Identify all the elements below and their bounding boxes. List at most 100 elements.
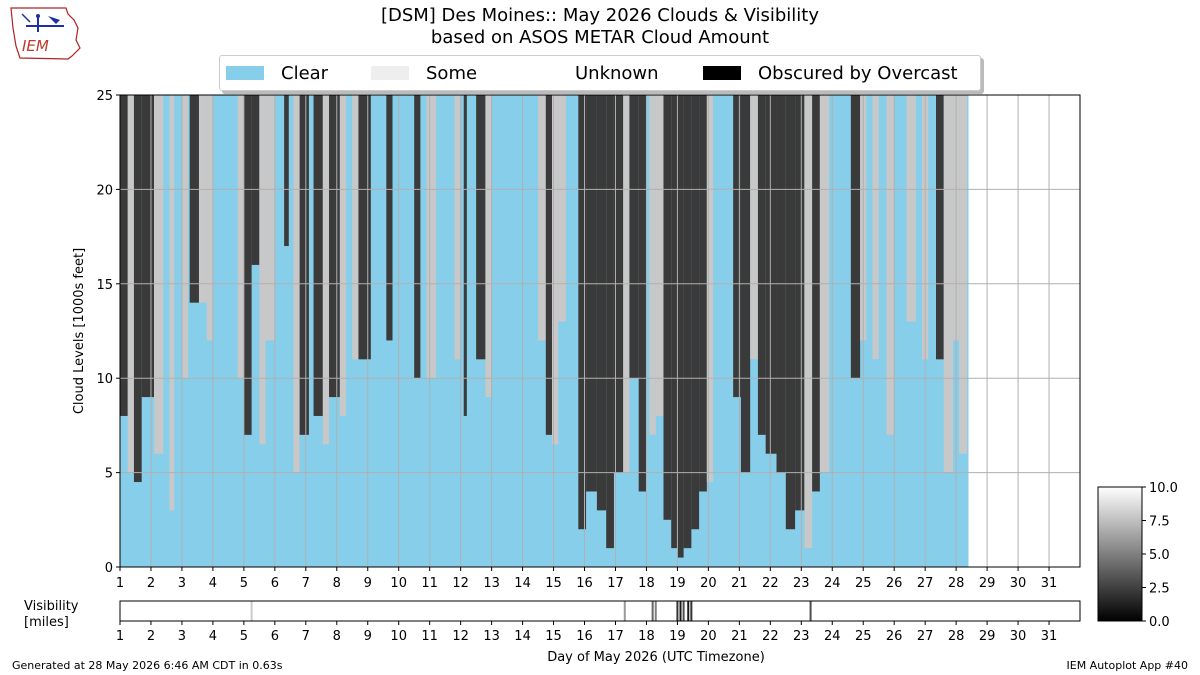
visibility-event xyxy=(676,601,679,621)
visibility-axis-label-line2: [miles] xyxy=(24,615,69,630)
x-tick-label: 10 xyxy=(390,629,407,644)
x-tick-label: 29 xyxy=(979,576,996,591)
cloud-segment xyxy=(206,95,213,341)
y-tick-label: 0 xyxy=(105,561,113,576)
legend-label: Some xyxy=(426,62,478,84)
x-tick-label: 29 xyxy=(979,629,996,644)
x-tick-label: 7 xyxy=(302,629,310,644)
legend-item-clear: Clear xyxy=(226,56,328,90)
cloud-segment xyxy=(189,95,199,303)
cloud-segment xyxy=(623,95,630,473)
x-tick-label: 26 xyxy=(886,576,903,591)
x-tick-label: 12 xyxy=(452,629,469,644)
chart-title: [DSM] Des Moines:: May 2026 Clouds & Vis… xyxy=(380,5,820,26)
x-tick-label: 1 xyxy=(116,629,124,644)
visibility-event xyxy=(623,601,626,621)
clear-sky-area xyxy=(120,95,969,567)
x-tick-label: 6 xyxy=(271,629,279,644)
x-tick-label: 19 xyxy=(669,576,686,591)
colorbar-gradient xyxy=(1097,486,1143,622)
cloud-segment xyxy=(765,95,777,454)
visibility-event xyxy=(651,601,654,621)
visibility-event xyxy=(682,601,685,621)
legend-item-obscured: Obscured by Overcast xyxy=(703,56,958,90)
x-tick-label: 11 xyxy=(421,629,438,644)
cloud-segment xyxy=(476,95,486,360)
cloud-segment xyxy=(251,95,260,265)
x-tick-label: 31 xyxy=(1041,629,1058,644)
cloud-segment xyxy=(819,95,830,473)
logo-text: IEM xyxy=(22,37,49,55)
cloud-segment xyxy=(922,95,929,360)
plot-frame xyxy=(119,94,1081,568)
cloud-segment xyxy=(850,95,861,379)
x-tick-label: 16 xyxy=(576,629,593,644)
x-tick-label: 19 xyxy=(669,629,686,644)
x-tick-label: 23 xyxy=(793,576,810,591)
x-tick-label: 1 xyxy=(116,576,124,591)
x-tick-label: 13 xyxy=(483,576,500,591)
cloud-segment xyxy=(414,95,421,379)
cloud-segment xyxy=(578,95,587,530)
x-tick-label: 3 xyxy=(178,629,186,644)
cloud-segment xyxy=(886,95,895,435)
x-tick-label: 17 xyxy=(607,629,624,644)
x-tick-label: 22 xyxy=(762,576,779,591)
legend-swatch xyxy=(371,66,409,80)
footer-generated-text: Generated at 28 May 2026 6:46 AM CDT in … xyxy=(12,659,283,672)
y-tick-label: 20 xyxy=(96,183,113,198)
chart-subtitle: based on ASOS METAR Cloud Amount xyxy=(430,27,770,48)
cloud-segment xyxy=(198,95,207,303)
cloud-segment xyxy=(936,95,944,360)
cloud-segment xyxy=(785,95,796,530)
x-tick-label: 24 xyxy=(824,629,841,644)
cloud-segment xyxy=(655,95,664,416)
x-tick-label: 4 xyxy=(209,576,217,591)
cloud-segment xyxy=(812,95,820,492)
cloud-segment xyxy=(485,95,492,398)
x-tick-label: 4 xyxy=(209,629,217,644)
cloud-segment xyxy=(284,95,289,247)
cloud-segment xyxy=(795,95,805,511)
x-tick-label: 28 xyxy=(948,629,965,644)
x-tick-label: 28 xyxy=(948,576,965,591)
cloud-segment xyxy=(750,95,758,360)
legend-label: Clear xyxy=(281,62,329,84)
legend-label: Obscured by Overcast xyxy=(758,62,958,84)
x-tick-label: 24 xyxy=(824,576,841,591)
cloud-segment xyxy=(386,95,393,341)
x-tick-label: 8 xyxy=(333,576,341,591)
cloud-segment xyxy=(538,95,546,341)
cloud-segment xyxy=(691,95,700,530)
x-tick-label: 20 xyxy=(700,576,717,591)
colorbar-tick-label: 2.5 xyxy=(1149,582,1170,597)
legend-item-some: Some xyxy=(371,56,477,90)
cloud-segment xyxy=(141,95,155,398)
x-tick-label: 9 xyxy=(364,629,372,644)
x-tick-label: 30 xyxy=(1010,629,1027,644)
cloud-segment xyxy=(943,95,954,473)
x-tick-label: 13 xyxy=(483,629,500,644)
y-tick-label: 25 xyxy=(96,89,113,104)
cloud-segment xyxy=(329,95,340,398)
cloud-segment xyxy=(133,95,142,483)
cloud-segment xyxy=(358,95,371,360)
x-tick-label: 17 xyxy=(607,576,624,591)
x-tick-label: 23 xyxy=(793,629,810,644)
cloud-segment xyxy=(596,95,607,511)
x-axis-label: Day of May 2026 (UTC Timezone) xyxy=(547,650,765,665)
x-tick-label: 21 xyxy=(731,629,748,644)
colorbar-tick-label: 0.0 xyxy=(1149,615,1170,630)
visibility-event xyxy=(679,601,682,621)
x-tick-label: 3 xyxy=(178,576,186,591)
cloud-segment xyxy=(699,95,707,492)
cloud-segment xyxy=(629,95,639,379)
cloud-segment xyxy=(860,95,867,341)
x-tick-label: 15 xyxy=(545,576,562,591)
legend-label: Unknown xyxy=(575,62,659,84)
visibility-event xyxy=(687,601,690,621)
x-tick-label: 26 xyxy=(886,629,903,644)
cloud-segment xyxy=(683,95,692,549)
cloud-segment xyxy=(959,95,967,454)
